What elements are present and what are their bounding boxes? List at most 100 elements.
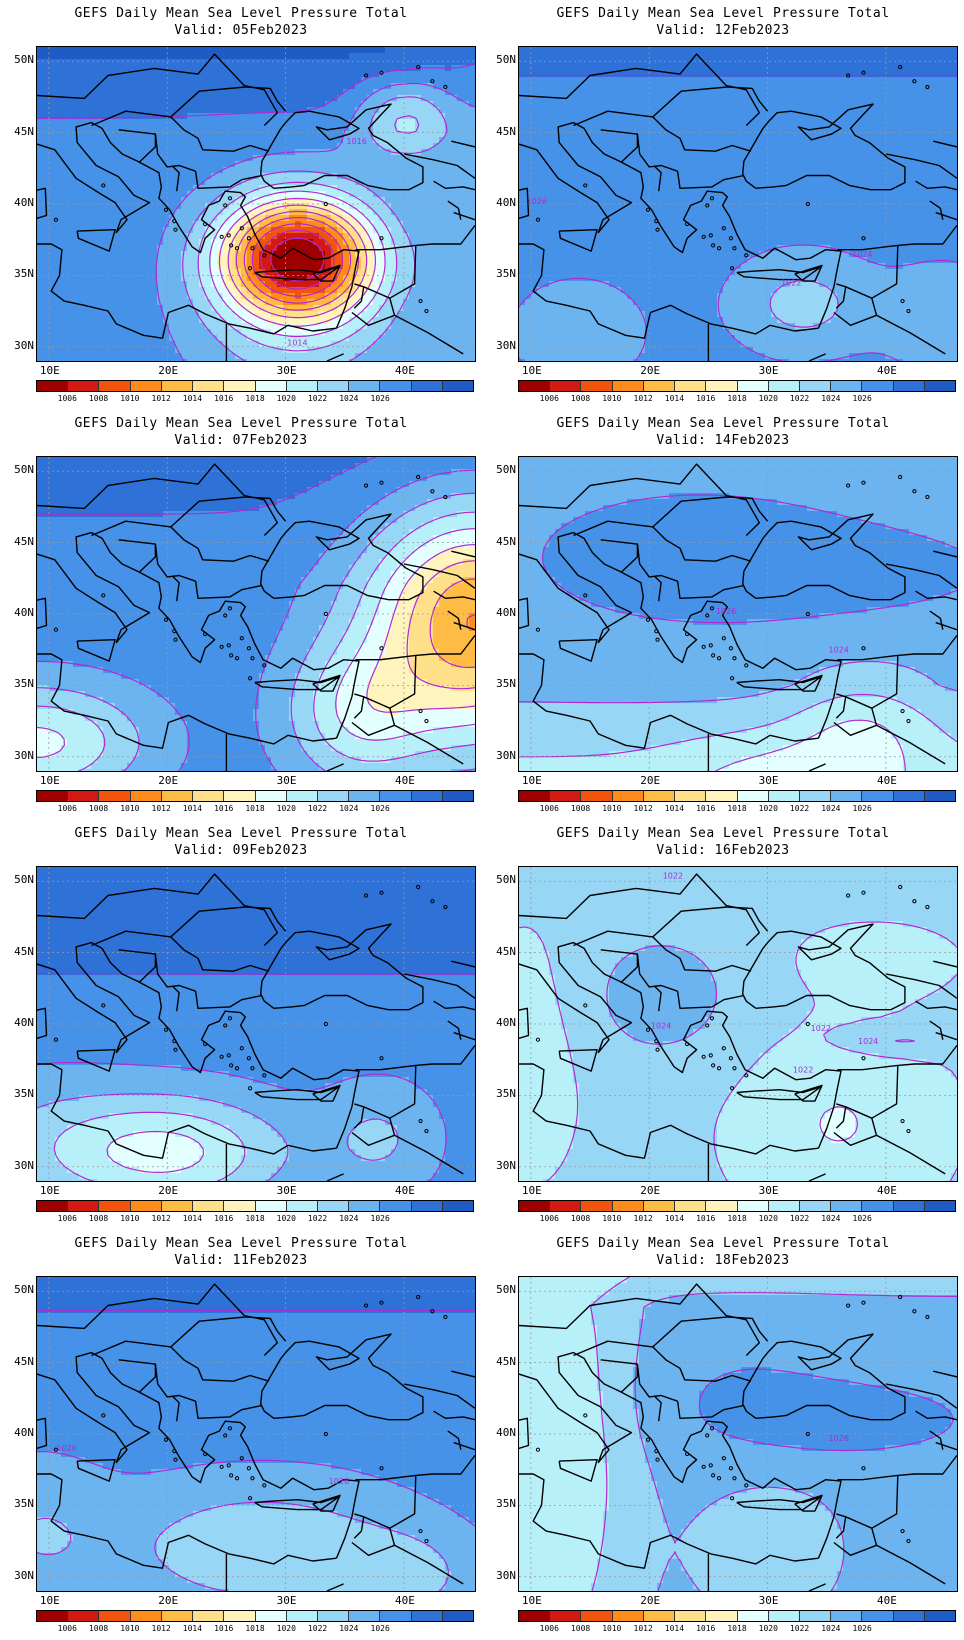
colorbar-swatch xyxy=(255,1611,287,1621)
colorbar-swatch xyxy=(193,791,225,801)
pressure-shading xyxy=(37,457,475,771)
map-panel: GEFS Daily Mean Sea Level Pressure Total… xyxy=(482,410,964,820)
colorbar xyxy=(36,1610,474,1622)
colorbar-label: 1014 xyxy=(665,804,684,813)
colorbar-label: 1020 xyxy=(277,1214,296,1223)
colorbar-label: 1014 xyxy=(183,804,202,813)
colorbar-label: 1010 xyxy=(602,804,621,813)
colorbar-label: 1018 xyxy=(245,1624,264,1633)
isobar-path xyxy=(37,457,475,771)
colorbar-swatch xyxy=(550,381,582,391)
colorbar-swatch xyxy=(706,1611,738,1621)
colorbar-swatch xyxy=(612,381,644,391)
colorbar-label: 1022 xyxy=(308,804,327,813)
isobar-label: 1026 xyxy=(716,607,736,616)
colorbar-label: 1026 xyxy=(853,1624,872,1633)
colorbar-label: 1024 xyxy=(821,1624,840,1633)
latitude-label: 35N xyxy=(486,1497,516,1510)
panel-title: GEFS Daily Mean Sea Level Pressure Total xyxy=(482,6,964,22)
colorbar-swatch xyxy=(768,1201,800,1211)
colorbar-label: 1024 xyxy=(339,1624,358,1633)
colorbar-label: 1018 xyxy=(245,1214,264,1223)
colorbar-swatch xyxy=(581,791,613,801)
colorbar-swatch xyxy=(831,381,863,391)
panel-valid-date: Valid: 16Feb2023 xyxy=(482,843,964,859)
colorbar-label: 1016 xyxy=(696,394,715,403)
isobar-path xyxy=(37,1309,475,1591)
colorbar-label: 1020 xyxy=(759,394,778,403)
colorbar-swatch xyxy=(99,1201,131,1211)
colorbar-label: 1016 xyxy=(214,1214,233,1223)
colorbar-label: 1012 xyxy=(152,1624,171,1633)
colorbar-label: 1018 xyxy=(245,394,264,403)
colorbar xyxy=(518,1610,956,1622)
map-panel: GEFS Daily Mean Sea Level Pressure Total… xyxy=(0,0,482,410)
colorbar-swatch xyxy=(411,381,443,391)
colorbar xyxy=(518,380,956,392)
pressure-shading xyxy=(519,457,957,771)
latitude-label: 50N xyxy=(4,873,34,886)
isobar-label: 1026 xyxy=(329,1477,349,1486)
longitude-label: 20E xyxy=(158,1594,178,1607)
colorbar-swatch xyxy=(519,381,551,391)
pressure-map xyxy=(36,456,476,772)
colorbar-swatch xyxy=(193,1611,225,1621)
colorbar-label: 1012 xyxy=(634,1624,653,1633)
isobar-lines xyxy=(37,62,475,361)
colorbar-label: 1006 xyxy=(540,1214,559,1223)
colorbar-label: 1014 xyxy=(665,1624,684,1633)
longitude-label: 20E xyxy=(158,774,178,787)
colorbar-swatch xyxy=(862,791,894,801)
colorbar-label: 1022 xyxy=(308,394,327,403)
colorbar-label: 1022 xyxy=(790,1214,809,1223)
longitude-label: 20E xyxy=(640,774,660,787)
latitude-label: 50N xyxy=(486,463,516,476)
isobar-path xyxy=(590,1277,957,1591)
lat-lon-grid xyxy=(519,867,957,1181)
coastlines xyxy=(519,53,957,361)
colorbar-swatch xyxy=(130,791,162,801)
panel-title: GEFS Daily Mean Sea Level Pressure Total xyxy=(0,826,482,842)
longitude-label: 40E xyxy=(395,364,415,377)
colorbar-swatch xyxy=(862,1201,894,1211)
colorbar-swatch xyxy=(130,1201,162,1211)
lat-lon-grid xyxy=(519,1277,957,1591)
colorbar-swatch xyxy=(130,381,162,391)
colorbar-label: 1010 xyxy=(120,394,139,403)
latitude-label: 50N xyxy=(4,53,34,66)
colorbar-label: 1010 xyxy=(602,1624,621,1633)
colorbar-label: 1022 xyxy=(790,804,809,813)
longitude-label: 20E xyxy=(640,364,660,377)
colorbar-swatch xyxy=(349,1201,381,1211)
colorbar-swatch xyxy=(550,791,582,801)
longitude-label: 40E xyxy=(877,1594,897,1607)
colorbar-swatch xyxy=(643,381,676,391)
latitude-label: 40N xyxy=(4,1426,34,1439)
latitude-label: 45N xyxy=(4,945,34,958)
colorbar-swatch xyxy=(550,1201,582,1211)
isobar-label: 1024 xyxy=(858,1037,878,1046)
longitude-label: 10E xyxy=(40,1184,60,1197)
colorbar-label: 1024 xyxy=(339,394,358,403)
colorbar-label: 1014 xyxy=(665,394,684,403)
colorbar-swatch xyxy=(768,791,800,801)
colorbar-swatch xyxy=(675,791,707,801)
latitude-label: 50N xyxy=(4,463,34,476)
coastlines xyxy=(37,873,475,1181)
longitude-label: 30E xyxy=(759,1594,779,1607)
colorbar-label: 1006 xyxy=(58,804,77,813)
colorbar-swatch xyxy=(255,791,287,801)
colorbar-label: 1008 xyxy=(571,804,590,813)
colorbar-swatch xyxy=(161,381,194,391)
colorbar-swatch xyxy=(550,1611,582,1621)
isobar-label: 1024 xyxy=(651,1021,671,1030)
colorbar-swatch xyxy=(224,791,256,801)
latitude-label: 45N xyxy=(486,1355,516,1368)
coastlines xyxy=(37,1283,475,1591)
colorbar-swatch xyxy=(380,791,412,801)
latitude-label: 30N xyxy=(486,339,516,352)
panel-title: GEFS Daily Mean Sea Level Pressure Total xyxy=(0,416,482,432)
coastlines xyxy=(519,1283,957,1591)
latitude-label: 45N xyxy=(4,1355,34,1368)
longitude-label: 20E xyxy=(158,364,178,377)
